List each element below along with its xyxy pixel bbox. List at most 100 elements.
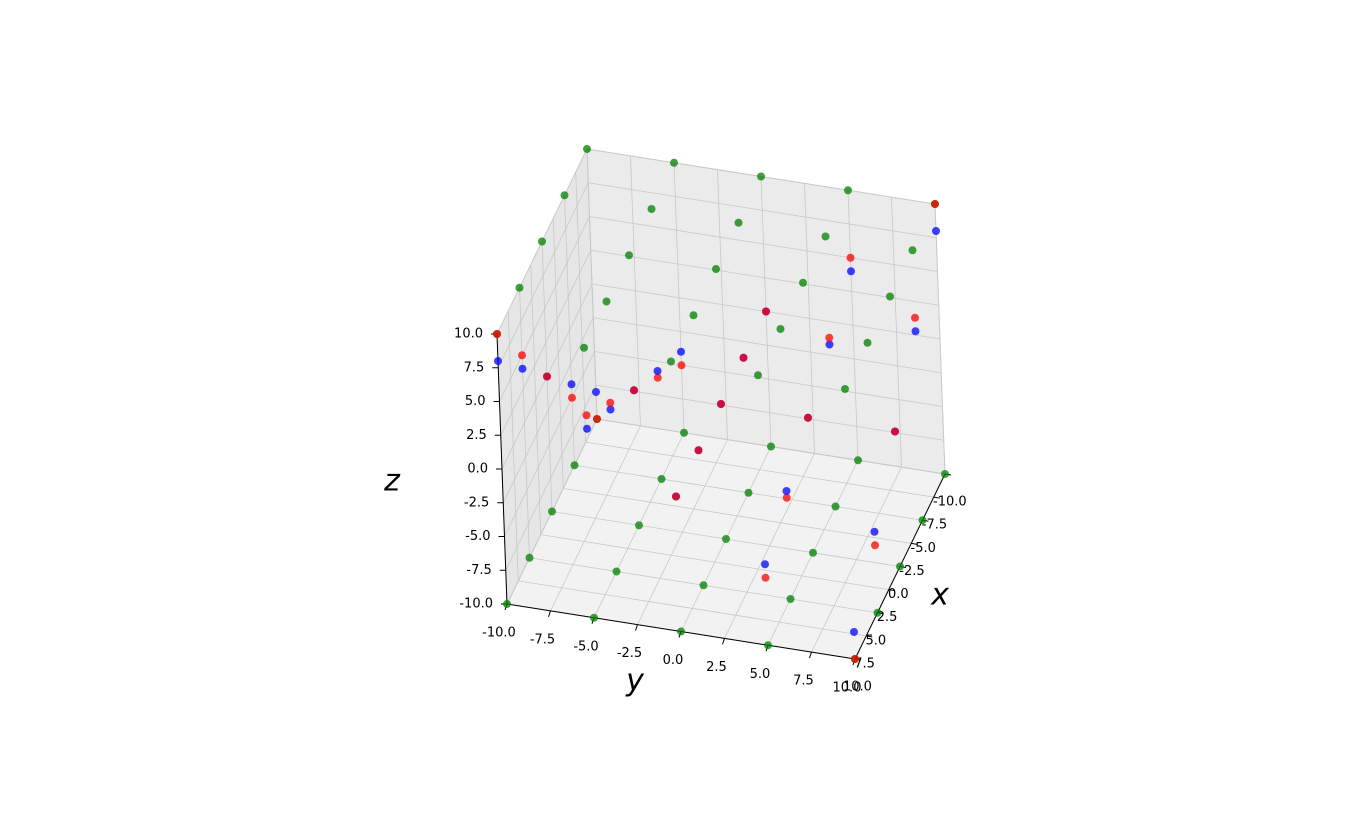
y-tick-label: 5.0 [750,667,771,682]
point [844,186,852,195]
point [821,232,830,241]
z-tick-label: -5.0 [465,529,490,544]
point [825,340,834,349]
tick-mark [866,635,873,638]
grid-line [637,439,728,625]
y-tick-label: -2.5 [617,646,642,661]
y-tick-label: 7.5 [793,674,814,689]
point [809,548,817,557]
point [782,487,791,495]
point [762,307,770,316]
point [744,488,753,497]
point [873,608,882,617]
grid-line [811,466,902,653]
point [680,428,688,437]
y-tick-label: 2.5 [706,660,727,675]
z-tick-label: -10.0 [459,597,493,612]
point [560,191,569,200]
point [764,641,772,650]
point [734,218,743,227]
point [754,371,762,380]
point [494,357,502,365]
point [712,265,720,273]
tick-mark [911,542,918,545]
point [590,613,598,622]
point [657,475,666,483]
grid-line [590,249,939,306]
point [908,246,917,255]
point [567,380,576,389]
point [699,581,708,590]
point [804,413,812,422]
point [667,357,675,366]
y-tick-label: -7.5 [530,632,555,647]
point [653,367,662,375]
point [677,361,686,370]
grid-line [594,351,943,407]
z-tick-label: -7.5 [466,563,491,578]
z-axis-line [496,333,508,605]
point [863,338,872,347]
tick-mark [635,624,638,631]
point [694,446,703,455]
point [825,333,834,342]
grid-line [505,385,597,571]
point [896,562,904,571]
point [606,405,615,414]
point [846,253,855,262]
grid-line [595,384,944,441]
point [854,456,862,465]
x-tick-label: -5.0 [911,541,936,556]
y-axis-label: y [625,664,645,699]
point [767,442,775,451]
point [799,278,807,287]
x-tick-label: 10.0 [843,680,872,695]
tick-mark [933,496,940,499]
point [515,283,524,292]
point [583,145,591,153]
point [761,560,769,569]
x-axis-label: x [930,578,949,613]
point [548,507,556,516]
z-tick-label: 0.0 [467,462,488,477]
y-tick-label: 10.0 [833,681,862,696]
point [493,330,501,338]
point [518,364,527,373]
point [850,628,858,636]
grid-line [593,317,942,374]
x-tick-label: 5.0 [866,633,887,648]
point [722,535,730,543]
grid-line [500,250,592,436]
point [717,400,725,408]
point [757,172,765,181]
point [886,292,894,301]
y-tick-label: -10.0 [482,626,516,641]
point [776,325,785,333]
z-axis-label: z [383,464,401,499]
point [841,385,849,393]
grid-line [724,453,815,639]
point [653,373,662,382]
point [672,492,680,501]
grid-line [502,317,594,503]
points [493,145,949,663]
point [911,327,920,336]
point [911,313,919,322]
point [538,237,546,246]
grid-line [499,216,590,402]
point [871,541,879,550]
z-tick-label: 7.5 [464,360,485,375]
point [782,493,791,502]
point [677,347,685,356]
point [870,527,879,536]
point [580,343,588,352]
grid-line [588,182,937,239]
point [568,393,576,402]
point [582,411,591,420]
point [891,427,899,436]
point [689,311,698,320]
point [570,461,579,470]
point [918,516,927,525]
grid-line [550,425,641,612]
point [761,573,770,582]
